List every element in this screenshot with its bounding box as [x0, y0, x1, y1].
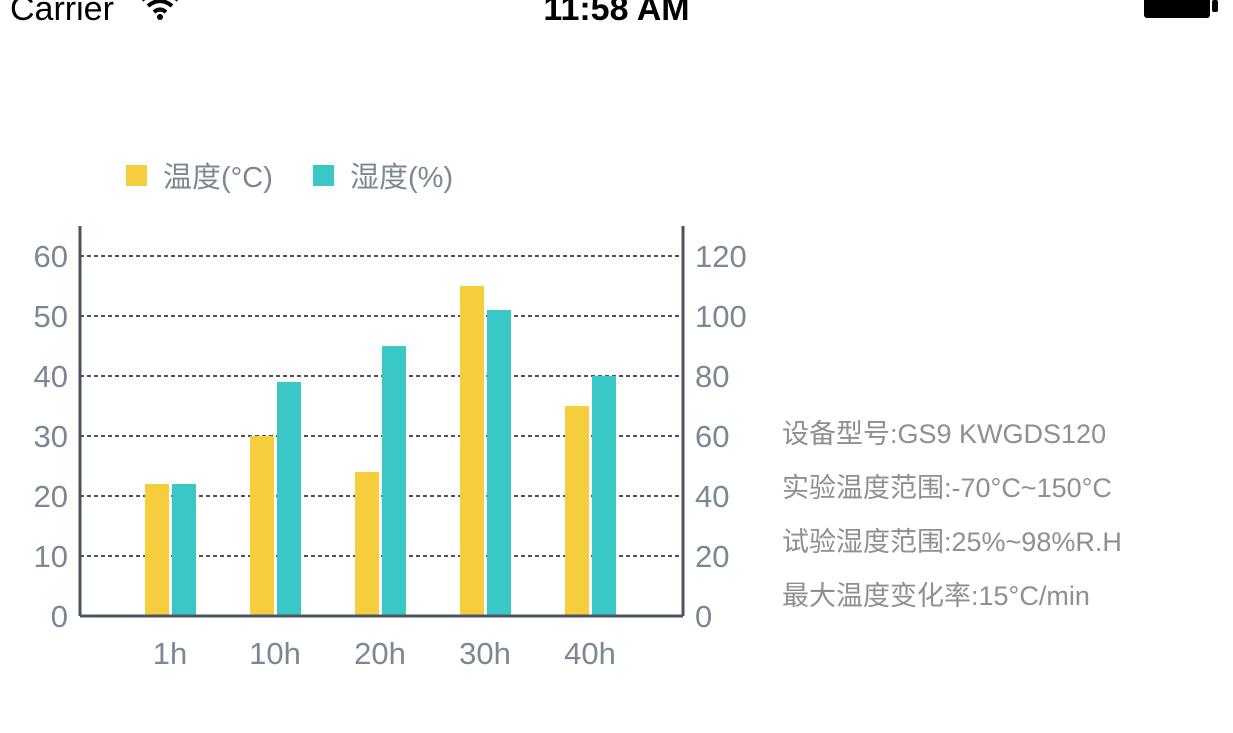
y-right-tick-80: 80 [695, 359, 729, 394]
y-right-tick-20: 20 [695, 539, 729, 574]
y-left-tick-10: 10 [34, 539, 68, 574]
bar-temperature-20h [355, 472, 379, 615]
status-bar: Carrier 11:58 AM [0, 0, 1233, 40]
legend-label-1: 湿度(%) [350, 161, 453, 194]
y-right-tick-0: 0 [695, 599, 712, 634]
y-left-tick-40: 40 [34, 359, 68, 394]
x-tick-10h: 10h [249, 636, 301, 671]
chart-bars [145, 286, 616, 615]
y-left-tick-50: 50 [34, 299, 68, 334]
bar-humidity-20h [382, 346, 406, 615]
chart-axes [78, 226, 685, 618]
x-tick-1h: 1h [153, 636, 187, 671]
battery-icon [1144, 0, 1220, 27]
bar-humidity-40h [592, 376, 616, 615]
carrier-label: Carrier [10, 0, 114, 28]
bar-humidity-10h [277, 382, 301, 615]
y-left-tick-20: 20 [34, 479, 68, 514]
x-tick-40h: 40h [564, 636, 616, 671]
legend-swatch-0 [126, 165, 147, 186]
y-right-tick-100: 100 [695, 299, 747, 334]
x-tick-30h: 30h [459, 636, 511, 671]
y-left-tick-60: 60 [34, 239, 68, 274]
info-humidity-range: 试验湿度范围:25%~98%R.H [782, 527, 1122, 557]
y-left-tick-30: 30 [34, 419, 68, 454]
info-temp-rate: 最大温度变化率:15°C/min [782, 581, 1090, 611]
bar-humidity-30h [487, 310, 511, 615]
legend-label-0: 温度(°C) [163, 161, 273, 194]
y-right-tick-40: 40 [695, 479, 729, 514]
wifi-icon [140, 0, 180, 27]
bar-temperature-10h [250, 436, 274, 615]
bar-temperature-1h [145, 484, 169, 615]
chart-tick-labels: 0 10 20 30 40 50 60 0 20 40 60 80 100 120 1h 10h 20h 30h 4… [34, 239, 747, 671]
x-tick-20h: 20h [354, 636, 406, 671]
device-info-panel: 设备型号:GS9 KWGDS120 实验温度范围:-70°C~150°C 试验湿… [782, 414, 1122, 630]
y-left-tick-0: 0 [51, 599, 68, 634]
bar-humidity-1h [172, 484, 196, 615]
info-temp-range: 实验温度范围:-70°C~150°C [782, 473, 1112, 503]
status-time: 11:58 AM [543, 0, 690, 28]
bar-temperature-40h [565, 406, 589, 615]
legend-swatch-1 [313, 165, 334, 186]
info-model: 设备型号:GS9 KWGDS120 [782, 419, 1107, 449]
y-right-tick-60: 60 [695, 419, 729, 454]
chart-legend: 温度(°C) 湿度(%) [126, 161, 453, 194]
y-right-tick-120: 120 [695, 239, 747, 274]
bar-temperature-30h [460, 286, 484, 615]
